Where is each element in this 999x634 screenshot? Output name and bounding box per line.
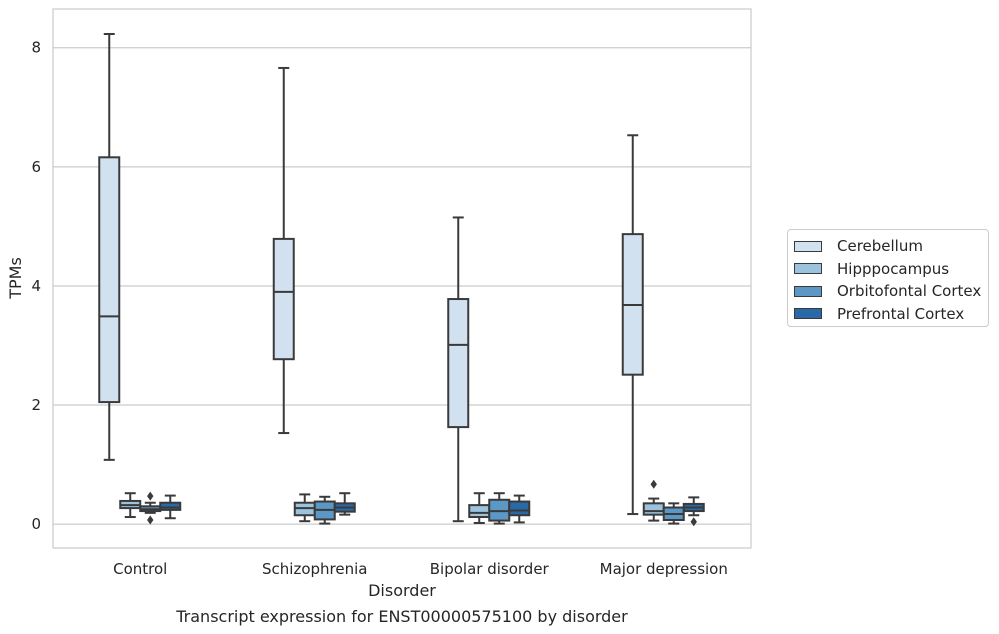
plot-area-frame <box>52 8 752 549</box>
x-tick-label: Schizophrenia <box>262 560 367 578</box>
legend-label: Prefrontal Cortex <box>837 304 965 323</box>
x-axis-ticks: Control Schizophrenia Bipolar disorder Majo… <box>113 560 728 578</box>
outlier-point <box>147 515 154 525</box>
chart-caption: Transcript expression for ENST0000057510… <box>175 607 628 626</box>
legend-swatch <box>794 285 822 297</box>
outlier-point <box>650 479 657 489</box>
gridlines <box>53 47 751 525</box>
legend-label: Hipppocampus <box>837 259 950 278</box>
box-orbitofontal-cortex <box>662 502 685 525</box>
box-hipppocampus <box>119 492 142 519</box>
x-axis-title: Disorder <box>368 581 436 600</box>
box-body <box>98 156 121 404</box>
legend-item: Hipppocampus <box>794 259 949 279</box>
box-hipppocampus <box>642 479 665 522</box>
legend-label: Orbitofontal Cortex <box>837 282 982 300</box>
outlier-point <box>690 517 697 527</box>
legend-label: Cerebellum <box>837 237 923 255</box>
y-tick-label: 2 <box>31 396 41 414</box>
box-orbitofontal-cortex <box>313 495 336 525</box>
box-body <box>272 237 295 361</box>
legend-swatch <box>794 240 822 252</box>
box-body <box>468 504 491 519</box>
legend-item: Cerebellum <box>794 236 923 256</box>
box-hipppocampus <box>468 492 491 524</box>
outlier-point <box>147 491 154 501</box>
box-prefrontal-cortex <box>159 494 182 520</box>
y-tick-label: 6 <box>31 158 41 176</box>
y-tick-label: 0 <box>31 515 41 533</box>
box-prefrontal-cortex <box>508 494 531 524</box>
x-tick-label: Control <box>113 560 167 578</box>
box-cerebellum <box>98 33 121 461</box>
box-cerebellum <box>621 134 644 516</box>
legend-item: Prefrontal Cortex <box>794 304 964 324</box>
box-body <box>159 501 182 511</box>
box-prefrontal-cortex <box>333 492 356 516</box>
y-axis-title: TPMs <box>6 257 25 300</box>
boxes <box>98 33 705 527</box>
box-body <box>447 298 470 429</box>
box-orbitofontal-cortex <box>488 492 511 525</box>
box-hipppocampus <box>293 493 316 523</box>
box-cerebellum <box>447 216 470 523</box>
box-orbitofontal-cortex <box>139 491 162 525</box>
box-prefrontal-cortex <box>682 496 705 527</box>
legend-swatch <box>794 308 822 319</box>
y-tick-label: 4 <box>31 277 41 295</box>
legend-swatch <box>794 263 822 274</box>
box-body <box>508 500 531 517</box>
box-body <box>642 502 665 516</box>
x-tick-label: Bipolar disorder <box>430 560 550 578</box>
y-tick-label: 8 <box>31 39 41 57</box>
y-axis-ticks: 0 2 4 6 8 <box>31 39 41 533</box>
x-tick-label: Major depression <box>600 560 728 578</box>
legend-item: Orbitofontal Cortex <box>794 281 981 301</box>
box-cerebellum <box>272 66 295 435</box>
legend: Cerebellum Hipppocampus Orbitofontal Corte… <box>787 229 989 327</box>
